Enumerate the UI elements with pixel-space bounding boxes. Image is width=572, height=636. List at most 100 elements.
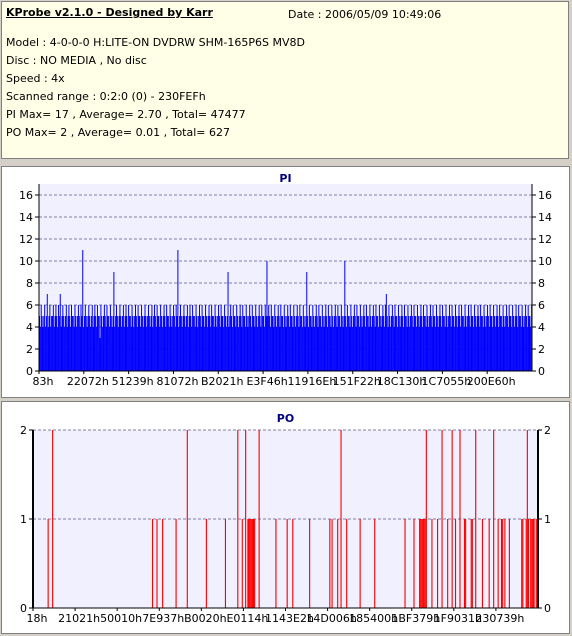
- pi-bar: [111, 327, 113, 371]
- pi-bar: [257, 316, 259, 371]
- pi-bar: [67, 316, 69, 371]
- po-bar: [522, 519, 524, 608]
- pi-bar: [493, 305, 495, 371]
- pi-bar: [530, 327, 532, 371]
- pi-bar: [202, 316, 204, 371]
- pi-bar: [282, 316, 284, 371]
- pi-bar: [45, 327, 47, 371]
- po-bar: [286, 519, 288, 608]
- pi-bar: [449, 316, 451, 371]
- pi-bar: [332, 316, 334, 371]
- pi-bar: [131, 305, 133, 371]
- pi-bar: [144, 305, 146, 371]
- pi-bar: [218, 305, 220, 371]
- pi-bar: [69, 316, 71, 371]
- pi-bar: [330, 327, 332, 371]
- pi-bar: [208, 305, 210, 371]
- pi-bar: [317, 327, 319, 371]
- pi-bar: [127, 327, 129, 371]
- pi-bar: [466, 327, 468, 371]
- pi-bar: [190, 316, 192, 371]
- pi-bar: [129, 316, 131, 371]
- pi-bar: [45, 316, 47, 371]
- pi-bar: [43, 316, 45, 371]
- pi-bar: [250, 327, 252, 371]
- pi-bar: [367, 316, 369, 371]
- pi-bar: [307, 327, 309, 371]
- pi-ytick-label-left: 10: [19, 255, 33, 268]
- pi-bar: [234, 316, 236, 371]
- po-xtick-label: 18h: [27, 612, 48, 625]
- pi-bar: [141, 316, 143, 371]
- po-ytick-label-left: 0: [20, 602, 27, 615]
- pi-bar: [112, 316, 114, 371]
- pi-bar: [101, 316, 103, 371]
- pi-bar: [393, 327, 395, 371]
- po-bar: [535, 519, 537, 608]
- pi-bar: [264, 305, 266, 371]
- pi-bar: [455, 316, 457, 371]
- pi-bar: [56, 316, 58, 371]
- pi-bar: [404, 316, 406, 371]
- po-bar: [254, 519, 256, 608]
- pi-bar: [104, 316, 106, 371]
- pi-bar: [166, 305, 168, 371]
- pi-ytick-label-left: 14: [19, 211, 33, 224]
- po-bar: [431, 519, 433, 608]
- pi-bar: [435, 305, 437, 371]
- pi-bar: [213, 327, 215, 371]
- pi-bar: [414, 316, 416, 371]
- pi-bar: [140, 327, 142, 371]
- pi-bar: [245, 305, 247, 371]
- pi-bar: [526, 327, 528, 371]
- pi-bar: [397, 327, 399, 371]
- pi-bar: [109, 305, 111, 371]
- pi-bar: [392, 316, 394, 371]
- pi-bar: [399, 327, 401, 371]
- pi-bar: [360, 316, 362, 371]
- pi-xtick-label: 22072h: [67, 375, 109, 388]
- po-bar: [527, 519, 530, 608]
- po-bar: [424, 519, 426, 608]
- pi-bar: [403, 305, 405, 371]
- pi-bar: [304, 327, 306, 371]
- po-bar: [186, 430, 188, 608]
- pi-bar: [366, 316, 368, 371]
- pi-bar: [239, 305, 241, 371]
- pi-bar: [521, 305, 523, 371]
- pi-bar: [383, 316, 385, 371]
- po-bar: [250, 519, 252, 608]
- po-bar: [425, 430, 427, 608]
- pi-bar: [329, 316, 331, 371]
- pi-bar: [93, 316, 95, 371]
- po-xtick-label: 1143E2h: [265, 612, 314, 625]
- po-bar: [530, 519, 532, 608]
- pi-bar: [182, 316, 184, 371]
- po-ytick-label-right: 0: [544, 602, 551, 615]
- pi-bar: [228, 327, 230, 371]
- pi-bar: [489, 305, 491, 371]
- pi-bar: [288, 316, 290, 371]
- pi-bar: [170, 316, 172, 371]
- pi-bar: [194, 327, 196, 371]
- pi-bar: [192, 316, 194, 371]
- pi-bar: [108, 316, 110, 371]
- pi-bar: [358, 316, 360, 371]
- pi-bar: [199, 316, 201, 371]
- pi-bar: [199, 305, 201, 371]
- pi-bar: [263, 316, 265, 371]
- pi-bar: [40, 305, 42, 371]
- pi-bar: [155, 327, 157, 371]
- pi-bar: [339, 316, 341, 371]
- pi-xtick-label: 11916Eh: [287, 375, 336, 388]
- pi-bar: [352, 327, 354, 371]
- pi-bar: [448, 316, 450, 371]
- po-bar: [459, 430, 461, 608]
- pi-bar: [261, 305, 263, 371]
- pi-bar: [384, 305, 386, 371]
- pi-bar: [293, 305, 295, 371]
- pi-ytick-label-left: 6: [26, 299, 33, 312]
- pi-bar: [514, 316, 516, 371]
- po-xtick-label: 230739h: [475, 612, 524, 625]
- po-bar: [337, 519, 339, 608]
